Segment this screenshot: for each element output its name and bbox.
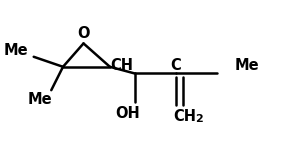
- Text: 2: 2: [195, 114, 202, 124]
- Text: Me: Me: [234, 58, 259, 73]
- Text: CH: CH: [110, 58, 133, 73]
- Text: Me: Me: [27, 92, 52, 107]
- Text: OH: OH: [115, 106, 140, 121]
- Text: CH: CH: [173, 109, 196, 124]
- Text: O: O: [77, 26, 90, 41]
- Text: C: C: [171, 58, 181, 73]
- Text: Me: Me: [4, 43, 28, 58]
